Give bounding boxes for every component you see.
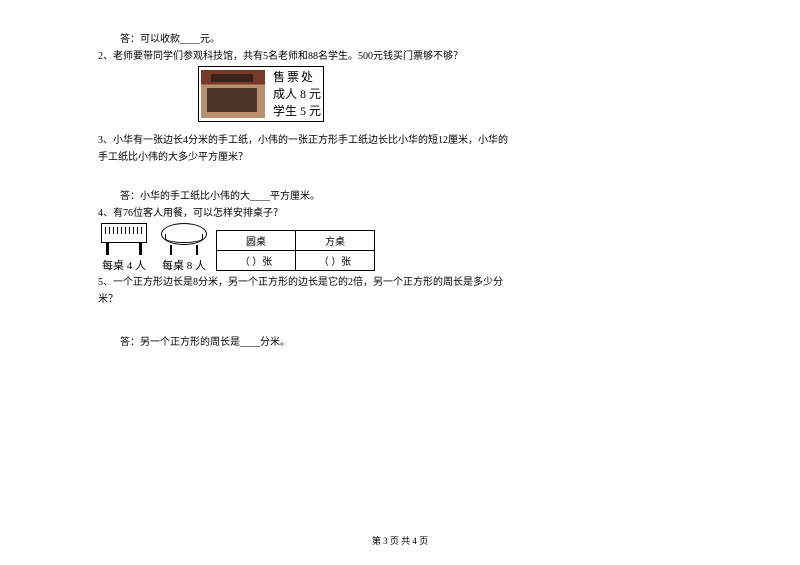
- round-table-label: 每桌 8 人: [158, 257, 210, 273]
- q4-prompt: 4、有76位客人用餐，可以怎样安排桌子？: [98, 206, 658, 221]
- square-table-icon: 每桌 4 人: [98, 223, 150, 273]
- round-table-icon: 每桌 8 人: [158, 223, 210, 273]
- ticket-text: 售票处 成人 8 元 学生 5 元: [273, 69, 321, 119]
- ticket-title: 售票处: [273, 69, 321, 86]
- q2-prompt: 2、老师要带同学们参观科技馆，共有5名老师和88名学生。500元钱买门票够不够？: [98, 49, 658, 64]
- q4-figure-row: 每桌 4 人 每桌 8 人 圆桌 方桌 （ ）张 （ ）张: [98, 223, 658, 273]
- cell-square: （ ）张: [296, 251, 375, 271]
- q5-line2: 米？: [98, 292, 658, 307]
- ticket-line1: 成人 8 元: [273, 86, 321, 103]
- q3-answer: 答：小华的手工纸比小伟的大____平方厘米。: [120, 189, 658, 204]
- table-row: （ ）张 （ ）张: [217, 251, 375, 271]
- square-table-label: 每桌 4 人: [98, 257, 150, 273]
- q3-line2: 手工纸比小伟的大多少平方厘米？: [98, 150, 658, 165]
- table-row: 圆桌 方桌: [217, 231, 375, 251]
- q3-line1: 3、小华有一张边长4分米的手工纸，小伟的一张正方形手工纸边长比小华的短12厘米，…: [98, 133, 658, 148]
- page-footer: 第 3 页 共 4 页: [0, 534, 800, 547]
- q2-ticket-figure: 售票处 成人 8 元 学生 5 元: [98, 66, 658, 123]
- q1-answer: 答：可以收款____元。: [120, 32, 658, 47]
- ticket-line2: 学生 5 元: [273, 103, 321, 120]
- header-round: 圆桌: [217, 231, 296, 251]
- ticket-photo: [201, 70, 265, 118]
- cell-round: （ ）张: [217, 251, 296, 271]
- ticket-box: 售票处 成人 8 元 学生 5 元: [198, 66, 324, 122]
- page-content: 答：可以收款____元。 2、老师要带同学们参观科技馆，共有5名老师和88名学生…: [98, 30, 658, 352]
- header-square: 方桌: [296, 231, 375, 251]
- q5-line1: 5、一个正方形边长是8分米，另一个正方形的边长是它的2倍，另一个正方形的周长是多…: [98, 275, 658, 290]
- q5-answer: 答：另一个正方形的周长是____分米。: [120, 335, 658, 350]
- q4-table: 圆桌 方桌 （ ）张 （ ）张: [216, 230, 375, 271]
